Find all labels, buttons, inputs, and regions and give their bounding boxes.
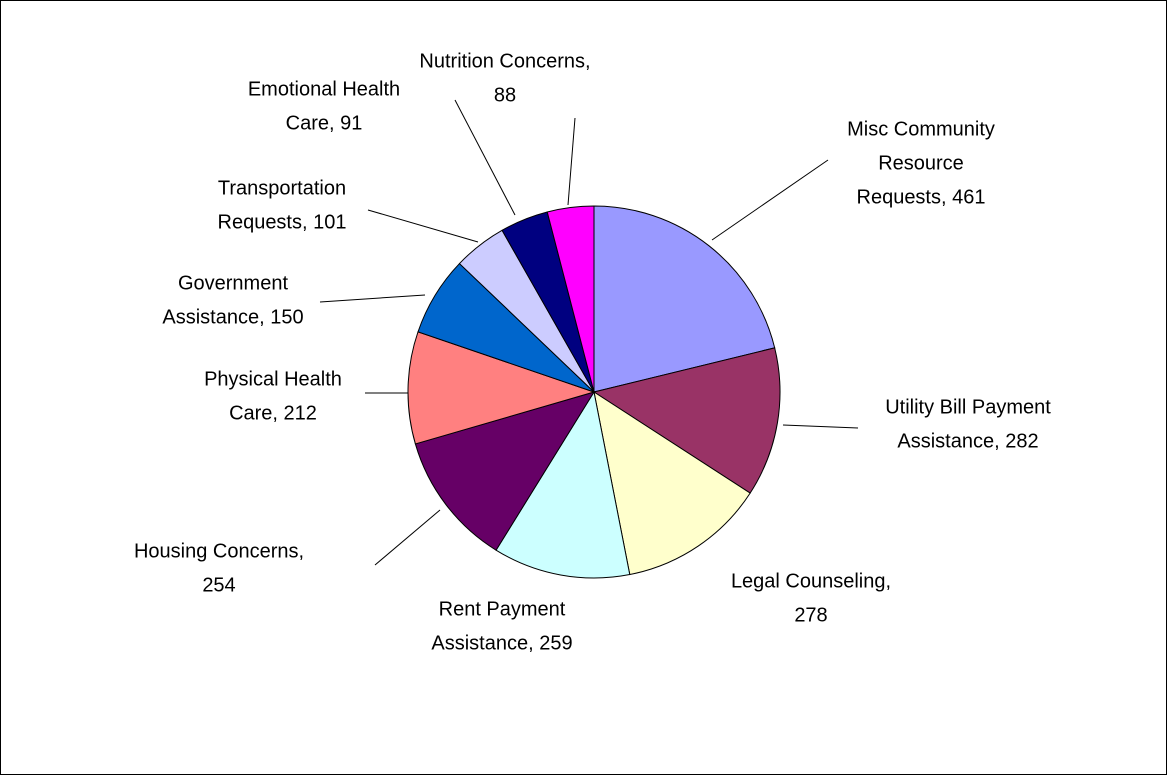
data-label: 88 (494, 84, 516, 106)
pie-slice (593, 205, 776, 393)
data-label: Housing Concerns, (134, 540, 304, 562)
pie-slice (407, 331, 596, 445)
leader-line (367, 209, 479, 243)
pie-slice (546, 205, 595, 393)
data-label: Misc Community (847, 118, 995, 140)
data-label: Rent Payment (439, 598, 566, 620)
data-label: Transportation (218, 177, 346, 199)
data-label: Emotional Health (248, 78, 400, 100)
data-label: Legal Counseling, (731, 570, 891, 592)
data-label: Assistance, 259 (431, 632, 572, 654)
data-label: Physical Health (204, 368, 342, 390)
pie-slice (593, 390, 751, 576)
pie-slice (495, 390, 631, 579)
pie-slice (414, 391, 596, 551)
leader-line (319, 294, 426, 303)
data-label: Nutrition Concerns, (419, 50, 590, 72)
leader-line (567, 117, 576, 206)
data-label: 254 (202, 574, 235, 596)
leader-line (454, 99, 516, 216)
data-label: Assistance, 150 (162, 306, 303, 328)
data-label: Care, 91 (286, 112, 363, 134)
pie-slice (592, 347, 781, 494)
data-label: 278 (794, 604, 827, 626)
data-label: Assistance, 282 (897, 430, 1038, 452)
leader-line (782, 424, 859, 429)
leader-line (374, 509, 441, 566)
data-label: Requests, 101 (218, 211, 347, 233)
data-label: Government (178, 272, 288, 294)
data-label: Care, 212 (229, 402, 317, 424)
data-label: Utility Bill Payment (885, 396, 1051, 418)
data-label: Requests, 461 (857, 186, 986, 208)
data-label: Resource (878, 152, 964, 174)
leader-line (711, 159, 829, 241)
